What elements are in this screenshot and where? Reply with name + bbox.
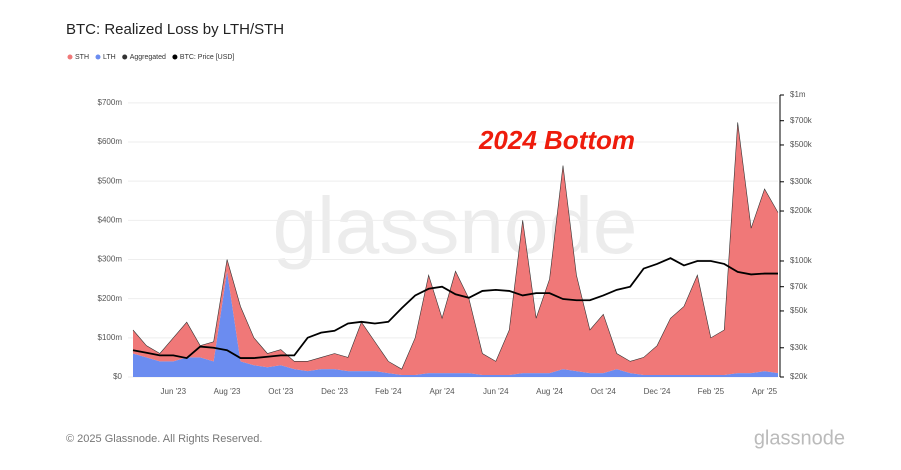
footer: © 2025 Glassnode. All Rights Reserved. — [66, 433, 262, 445]
y-tick-label: $700m — [98, 98, 123, 107]
y2-tick-label: $30k — [790, 343, 808, 352]
x-tick-label: Feb '25 — [698, 387, 725, 396]
x-tick-label: Apr '24 — [430, 387, 456, 396]
legend-label: BTC: Price [USD] — [180, 54, 235, 61]
x-tick-label: Oct '24 — [591, 387, 617, 396]
x-tick-label: Oct '23 — [268, 387, 294, 396]
x-tick-label: Dec '24 — [644, 387, 671, 396]
y-tick-label: $300m — [98, 255, 123, 264]
watermark: glassnode — [273, 181, 638, 270]
y2-tick-label: $70k — [790, 282, 808, 291]
area-lth — [133, 271, 778, 377]
legend-dot — [172, 54, 178, 60]
x-tick-label: Apr '25 — [752, 387, 778, 396]
x-tick-label: Feb '24 — [375, 387, 402, 396]
y-tick-label: $500m — [98, 176, 123, 185]
y-tick-label: $600m — [98, 137, 123, 146]
legend-label: LTH — [103, 54, 116, 61]
x-tick-label: Aug '23 — [214, 387, 241, 396]
logo: glassnode — [754, 427, 845, 449]
chart-title: BTC: Realized Loss by LTH/STH — [66, 21, 284, 38]
y-tick-label: $400m — [98, 215, 123, 224]
legend-dot — [122, 54, 128, 60]
y-tick-label: $200m — [98, 294, 123, 303]
x-tick-label: Jun '23 — [161, 387, 187, 396]
y2-tick-label: $20k — [790, 372, 808, 381]
plot: $0 $100m $200m $300m $400m $500m $600m $700m $20… — [98, 90, 813, 396]
x-tick-label: Dec '23 — [321, 387, 348, 396]
aggregated-line — [132, 122, 779, 370]
y2-tick-label: $700k — [790, 116, 813, 125]
y2-tick-label: $500k — [790, 140, 813, 149]
legend-dot — [95, 54, 101, 60]
x-tick-label: Jun '24 — [483, 387, 509, 396]
y-tick-label: $100m — [98, 333, 123, 342]
y2-tick-label: $50k — [790, 306, 808, 315]
price-line — [132, 257, 778, 360]
y2-tick-label: $300k — [790, 177, 813, 186]
annotation: 2024 Bottom — [478, 125, 635, 155]
legend-label: STH — [75, 54, 89, 61]
y-tick-label: $0 — [113, 372, 122, 381]
y2-tick-label: $1m — [790, 90, 806, 99]
y2-tick-label: $100k — [790, 256, 813, 265]
legend-label: Aggregated — [130, 54, 166, 61]
legend-dot — [67, 54, 73, 60]
y2-tick-label: $200k — [790, 206, 813, 215]
x-tick-label: Aug '24 — [536, 387, 563, 396]
